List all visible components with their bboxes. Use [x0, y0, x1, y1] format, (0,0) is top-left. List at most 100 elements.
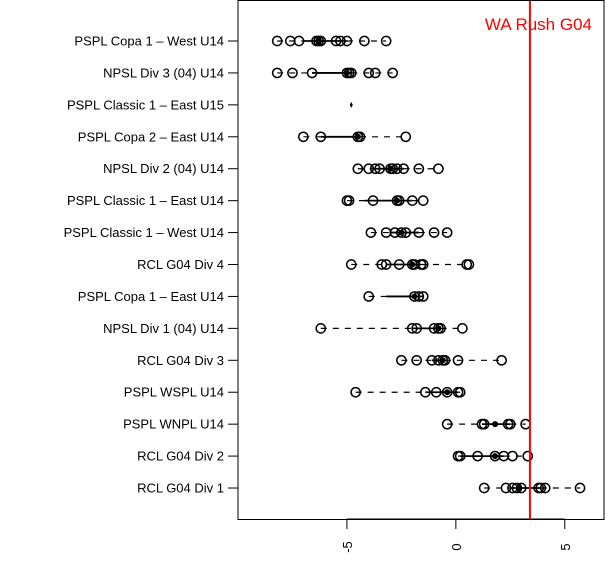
data-point — [345, 67, 357, 79]
data-point — [411, 354, 422, 366]
x-tick-label: 5 — [558, 543, 573, 550]
y-tick-label: RCL G04 Div 3 — [137, 353, 224, 368]
data-point — [417, 195, 429, 206]
data-point — [354, 131, 366, 143]
data-point — [441, 418, 453, 430]
y-tick-label: RCL G04 Div 4 — [137, 257, 224, 272]
data-point — [365, 227, 377, 238]
data-point — [439, 354, 451, 366]
data-point — [363, 67, 375, 79]
box-group — [452, 450, 534, 462]
data-point — [515, 482, 527, 494]
data-point — [387, 67, 399, 79]
data-point — [507, 450, 518, 462]
data-point — [574, 482, 586, 494]
plot-area — [271, 35, 586, 494]
box-group — [271, 35, 392, 47]
data-point — [315, 131, 327, 143]
y-tick-label: PSPL Classic 1 – East U14 — [67, 193, 224, 208]
data-point — [393, 195, 405, 206]
data-point — [350, 386, 361, 398]
data-point — [380, 259, 392, 270]
data-point — [396, 354, 407, 366]
data-point — [293, 35, 305, 47]
data-point — [271, 35, 283, 47]
data-point — [398, 163, 409, 175]
data-point — [539, 482, 551, 494]
data-point — [396, 227, 407, 238]
box-group — [478, 482, 586, 494]
data-point — [271, 67, 283, 79]
data-point — [369, 163, 381, 175]
data-point — [504, 418, 516, 430]
data-point — [380, 35, 392, 47]
data-point — [430, 386, 442, 398]
data-point — [389, 227, 401, 238]
data-point — [345, 259, 357, 270]
y-tick-label: NPSL Div 2 (04) U14 — [103, 161, 224, 176]
y-tick-label: PSPL Copa 2 – East U14 — [78, 129, 224, 144]
data-point — [535, 482, 547, 494]
data-point — [441, 227, 453, 238]
box-group — [298, 131, 412, 143]
box-group — [315, 323, 468, 334]
data-point — [391, 163, 403, 175]
box-group — [363, 291, 429, 302]
data-point — [330, 35, 342, 47]
data-point — [420, 386, 431, 398]
data-point — [441, 386, 453, 398]
data-point — [478, 418, 490, 430]
box-group — [396, 354, 507, 366]
data-point — [463, 259, 475, 270]
box-group — [341, 195, 429, 206]
data-point — [496, 354, 507, 366]
y-tick-label: PSPL Classic 1 – West U14 — [64, 225, 224, 240]
data-point — [335, 35, 346, 47]
data-point — [387, 163, 399, 175]
box-group — [352, 163, 444, 175]
data-point — [413, 163, 425, 175]
data-point — [393, 259, 405, 270]
data-point — [376, 259, 388, 270]
data-point — [352, 163, 364, 175]
y-tick-label: PSPL Copa 1 – West U14 — [74, 34, 224, 49]
box-group — [271, 67, 399, 79]
data-point — [413, 227, 425, 238]
data-point — [406, 323, 418, 334]
data-point — [315, 323, 327, 334]
data-point — [428, 323, 440, 334]
data-point — [374, 163, 385, 175]
data-point — [298, 131, 309, 143]
median-marker — [492, 453, 499, 460]
reference-line-label: WA Rush G04 — [485, 15, 592, 34]
data-point — [472, 450, 483, 462]
y-tick-label: NPSL Div 1 (04) U14 — [103, 321, 224, 336]
data-point — [417, 291, 429, 302]
data-point — [433, 163, 444, 175]
data-point — [306, 67, 318, 79]
data-point — [435, 323, 446, 334]
box-group — [441, 418, 531, 430]
data-point — [400, 131, 412, 143]
y-tick-label: PSPL WSPL U14 — [124, 385, 224, 400]
data-point — [522, 450, 534, 462]
y-tick-label: RCL G04 Div 2 — [137, 449, 224, 464]
data-point — [454, 450, 466, 462]
data-point — [343, 195, 355, 206]
data-point — [417, 259, 429, 270]
data-point — [406, 195, 418, 206]
plot-frame — [237, 0, 605, 520]
data-point — [363, 291, 375, 302]
data-point — [428, 227, 440, 238]
data-point — [369, 67, 381, 79]
x-tick-label: -5 — [340, 541, 355, 553]
data-point — [315, 35, 327, 47]
x-tick-label: 0 — [449, 543, 464, 550]
data-point — [426, 354, 438, 366]
data-point — [341, 35, 353, 47]
x-axis: -5 0 5 — [340, 518, 573, 553]
y-axis: PSPL Copa 1 – West U14 NPSL Div 3 (04) U1… — [64, 34, 238, 496]
data-point — [452, 354, 464, 366]
median-marker — [492, 421, 499, 428]
